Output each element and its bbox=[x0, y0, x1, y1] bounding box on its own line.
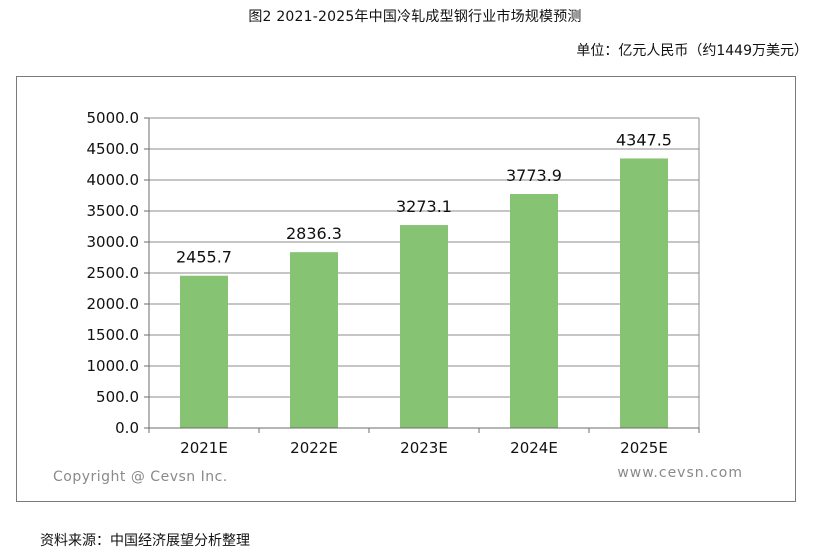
y-tick-label: 3500.0 bbox=[87, 202, 140, 220]
bar-2023E bbox=[400, 225, 448, 428]
y-tick-labels: 0.0 500.0 1000.0 1500.0 2000.0 2500.0 3000.0 35… bbox=[87, 109, 140, 437]
y-tick-label: 2500.0 bbox=[87, 264, 140, 282]
data-label: 3773.9 bbox=[506, 166, 562, 185]
x-tick-label: 2021E bbox=[180, 439, 228, 457]
y-tick-label: 2000.0 bbox=[87, 295, 140, 313]
copyright-watermark: Copyright @ Cevsn Inc. bbox=[53, 469, 228, 485]
bar-chart: 0.0 500.0 1000.0 1500.0 2000.0 2500.0 3000.0 35… bbox=[53, 109, 743, 485]
bar-2025E bbox=[620, 158, 668, 428]
chart-frame: 0.0 500.0 1000.0 1500.0 2000.0 2500.0 3000.0 35… bbox=[16, 76, 796, 502]
bar-2021E bbox=[180, 275, 228, 428]
y-tick-label: 0.0 bbox=[115, 419, 139, 437]
source-note: 资料来源：中国经济展望分析整理 bbox=[40, 533, 250, 549]
data-label: 3273.1 bbox=[396, 197, 452, 216]
data-label: 2836.3 bbox=[286, 224, 342, 243]
bars bbox=[180, 158, 668, 428]
y-tick-label: 5000.0 bbox=[87, 109, 140, 127]
website-watermark: www.cevsn.com bbox=[617, 465, 743, 481]
chart-title: 图2 2021-2025年中国冷轧成型钢行业市场规模预测 bbox=[248, 9, 582, 25]
y-tick-label: 1500.0 bbox=[87, 326, 140, 344]
data-label: 4347.5 bbox=[616, 130, 672, 149]
unit-label: 单位：亿元人民币（约1449万美元） bbox=[576, 43, 808, 59]
axes bbox=[144, 117, 700, 433]
data-label: 2455.7 bbox=[176, 248, 232, 267]
y-tick-label: 500.0 bbox=[96, 388, 139, 406]
x-tick-label: 2022E bbox=[290, 439, 338, 457]
y-tick-label: 4500.0 bbox=[87, 140, 140, 158]
y-tick-label: 4000.0 bbox=[87, 171, 140, 189]
x-tick-label: 2024E bbox=[510, 439, 558, 457]
x-tick-label: 2025E bbox=[620, 439, 668, 457]
bar-2024E bbox=[510, 194, 558, 428]
x-tick-labels: 2021E 2022E 2023E 2024E 2025E bbox=[180, 439, 668, 457]
y-tick-label: 1000.0 bbox=[87, 357, 140, 375]
data-labels: 2455.7 2836.3 3273.1 3773.9 4347.5 bbox=[176, 130, 672, 266]
bar-2022E bbox=[290, 252, 338, 428]
y-tick-label: 3000.0 bbox=[87, 233, 140, 251]
x-tick-label: 2023E bbox=[400, 439, 448, 457]
